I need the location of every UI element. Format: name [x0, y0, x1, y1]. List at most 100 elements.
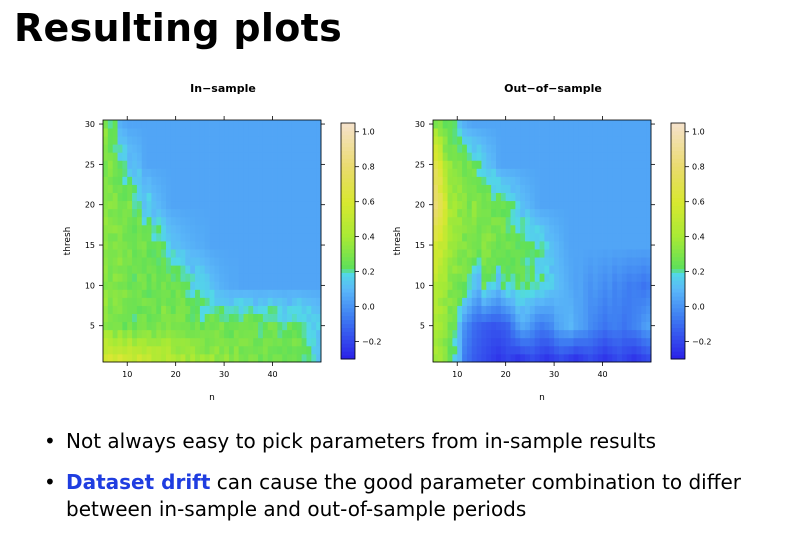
heatmap-cell — [185, 313, 191, 323]
heatmap-cell — [248, 136, 254, 145]
colorbar-tick-label: 0.4 — [362, 233, 375, 242]
heatmap-cell — [457, 168, 463, 177]
heatmap-cell — [267, 305, 273, 314]
heatmap-cell — [180, 176, 186, 185]
heatmap-cell — [471, 329, 477, 339]
heatmap-cell — [442, 200, 448, 210]
heatmap-cell — [117, 224, 123, 234]
heatmap-cell — [311, 273, 317, 282]
heatmap-cell — [447, 305, 453, 314]
x-axis-label: n — [539, 393, 545, 403]
heatmap-cell — [529, 152, 536, 161]
heatmap-cell — [214, 144, 220, 153]
heatmap-cell — [641, 337, 647, 347]
heatmap-cell — [500, 128, 507, 137]
heatmap-cell — [433, 152, 439, 161]
heatmap-cell — [224, 345, 230, 355]
heatmap-cell — [127, 257, 133, 266]
heatmap-cell — [195, 160, 201, 169]
heatmap-cell — [185, 232, 191, 242]
heatmap-cell — [112, 232, 118, 242]
heatmap-cell — [544, 144, 550, 153]
heatmap-cell — [471, 249, 477, 258]
heatmap-cell — [539, 249, 545, 258]
heatmap-cell — [588, 249, 594, 258]
heatmap-cell — [267, 120, 273, 129]
heatmap-cell — [573, 184, 579, 193]
heatmap-cell — [471, 152, 477, 161]
slide-title: Resulting plots — [14, 6, 343, 50]
heatmap-cell — [549, 305, 555, 314]
heatmap-cell — [316, 353, 322, 363]
heatmap-cell — [462, 192, 468, 202]
heatmap-cell — [267, 160, 273, 169]
heatmap-cell — [311, 120, 317, 129]
heatmap-cell — [457, 321, 463, 331]
heatmap-cell — [161, 297, 167, 306]
heatmap-cell — [563, 249, 570, 258]
heatmap-cell — [185, 224, 191, 234]
heatmap-cell — [602, 345, 608, 355]
heatmap-cell — [287, 241, 293, 250]
heatmap-cell — [132, 160, 138, 169]
heatmap-cell — [578, 160, 584, 169]
heatmap-cell — [583, 208, 589, 218]
heatmap-cell — [466, 232, 473, 242]
heatmap-cell — [180, 305, 186, 314]
heatmap-cell — [170, 208, 177, 218]
heatmap-cell — [156, 329, 162, 339]
heatmap-cell — [554, 265, 560, 274]
heatmap-cell — [481, 297, 487, 306]
heatmap-cell — [447, 273, 453, 282]
heatmap-cell — [248, 313, 254, 323]
heatmap-cell — [578, 337, 584, 347]
heatmap-cell — [296, 160, 303, 169]
heatmap-cell — [602, 297, 608, 306]
heatmap-cell — [554, 241, 560, 250]
colorbar-segment — [671, 252, 685, 258]
heatmap-cell — [146, 353, 152, 363]
heatmap-cell — [486, 305, 492, 314]
heatmap-cell — [602, 160, 608, 169]
heatmap-cell — [272, 345, 278, 355]
heatmap-cell — [277, 241, 283, 250]
heatmap-cell — [617, 305, 623, 314]
heatmap-cell — [621, 329, 628, 339]
heatmap-cell — [127, 184, 133, 193]
heatmap-cell — [262, 232, 269, 242]
heatmap-cell — [646, 152, 652, 161]
colorbar-segment — [671, 303, 685, 309]
heatmap-cell — [311, 224, 317, 234]
heatmap-cell — [146, 184, 152, 193]
heatmap-cell — [486, 184, 492, 193]
heatmap-cell — [588, 144, 594, 153]
colorbar-segment — [671, 229, 685, 234]
heatmap-cell — [253, 136, 259, 145]
heatmap-cell — [607, 216, 613, 226]
heatmap-cell — [607, 313, 613, 323]
heatmap-cell — [296, 176, 303, 185]
heatmap-cell — [233, 184, 240, 193]
heatmap-cell — [583, 216, 589, 226]
heatmap-cell — [573, 329, 579, 339]
heatmap-cell — [491, 305, 497, 314]
heatmap-cell — [486, 257, 492, 266]
heatmap-cell — [486, 297, 492, 306]
heatmap-cell — [175, 176, 181, 185]
heatmap-cell — [626, 249, 633, 258]
heatmap-cell — [185, 120, 191, 129]
heatmap-cell — [592, 224, 599, 234]
heatmap-cell — [621, 120, 628, 129]
heatmap-cell — [437, 289, 444, 298]
heatmap-cell — [515, 176, 521, 185]
heatmap-cell — [199, 321, 206, 331]
heatmap-cell — [214, 241, 220, 250]
heatmap-cell — [437, 337, 444, 347]
heatmap-cell — [175, 249, 181, 258]
heatmap-cell — [219, 337, 225, 347]
heatmap-cell — [282, 337, 288, 347]
heatmap-cell — [132, 168, 138, 177]
heatmap-cell — [277, 224, 283, 234]
heatmap-cell — [476, 152, 482, 161]
heatmap-cell — [481, 273, 487, 282]
